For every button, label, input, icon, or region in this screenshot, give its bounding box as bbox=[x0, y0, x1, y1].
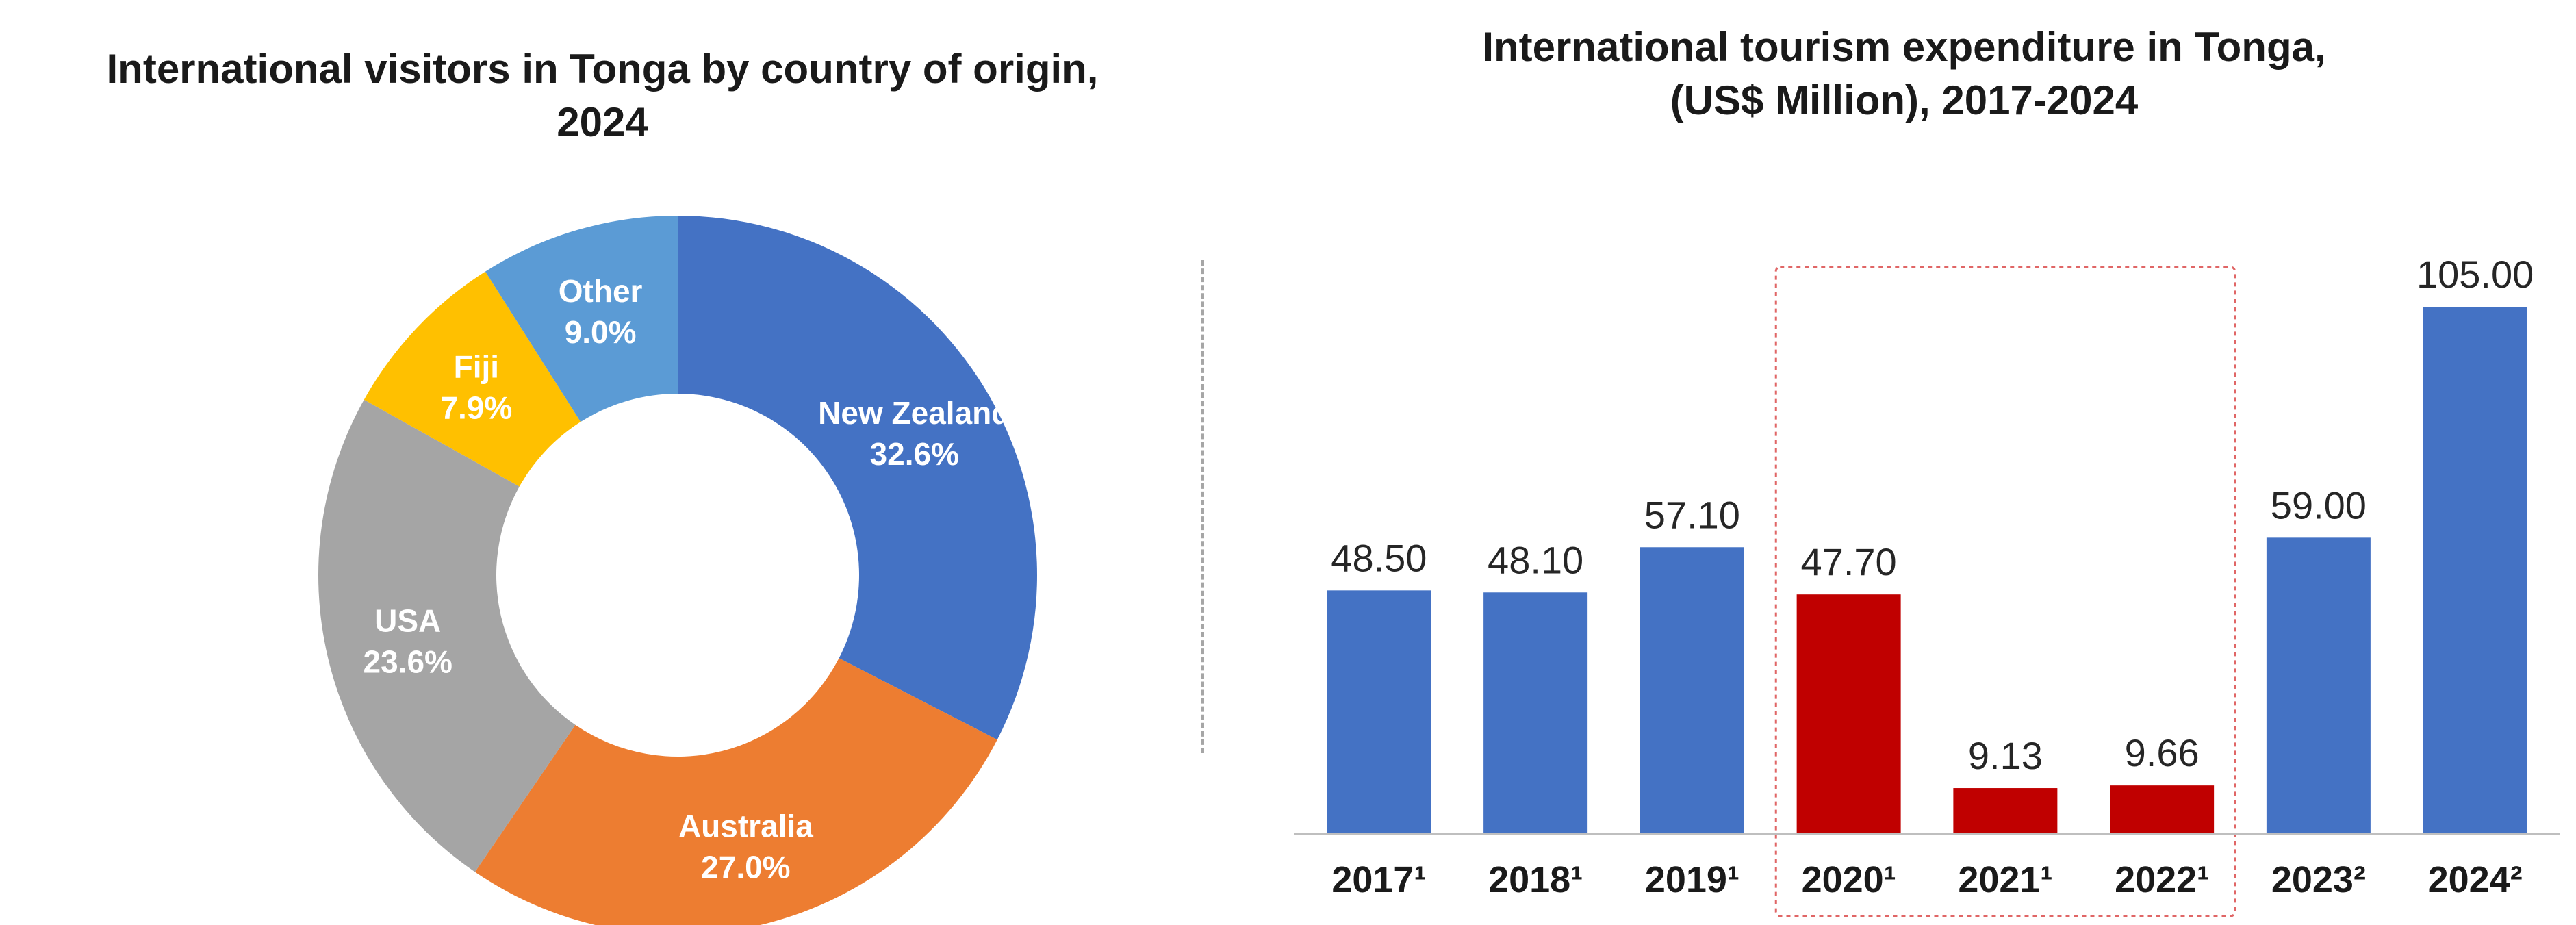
donut-chart-title: International visitors in Tonga by count… bbox=[0, 42, 1205, 149]
category-label-2017: 2017¹ bbox=[1331, 859, 1426, 900]
bar-2023 bbox=[2266, 537, 2371, 834]
category-label-2020: 2020¹ bbox=[1802, 859, 1896, 900]
donut-slice-new-zealand bbox=[678, 216, 1037, 740]
bar-2019 bbox=[1640, 547, 1744, 834]
bar-value-label-2019: 57.10 bbox=[1644, 493, 1740, 536]
donut-value-usa: 23.6% bbox=[364, 644, 452, 680]
bar-2020 bbox=[1796, 594, 1901, 834]
bar-2018 bbox=[1483, 592, 1588, 834]
bar-value-label-2024: 105.00 bbox=[2416, 253, 2534, 296]
bar-2022 bbox=[2110, 785, 2215, 834]
donut-slice-usa bbox=[318, 399, 576, 872]
bar-title-line-1: International tourism expenditure in Ton… bbox=[1482, 24, 2326, 70]
chart-divider bbox=[1201, 260, 1204, 753]
donut-title-line-1: International visitors in Tonga by count… bbox=[106, 46, 1099, 92]
donut-label-australia: Australia bbox=[678, 809, 813, 844]
donut-label-fiji: Fiji bbox=[454, 349, 499, 385]
donut-slice-australia bbox=[474, 658, 997, 925]
donut-slice-fiji bbox=[364, 271, 581, 487]
bar-value-label-2021: 9.13 bbox=[1968, 734, 2043, 777]
donut-title-line-2: 2024 bbox=[557, 99, 648, 145]
donut-label-other: Other bbox=[559, 273, 643, 309]
category-label-2021: 2021¹ bbox=[1958, 859, 2052, 900]
donut-value-fiji: 7.9% bbox=[440, 390, 512, 426]
donut-chart: New Zealand 32.6% Australia 27.0% USA 23.6% Fi… bbox=[318, 216, 1037, 925]
donut-value-other: 9.0% bbox=[565, 314, 637, 350]
bar-value-label-2020: 47.70 bbox=[1801, 540, 1897, 583]
bar-2024 bbox=[2423, 307, 2527, 834]
bar-value-label-2023: 59.00 bbox=[2271, 483, 2367, 527]
donut-slice-other bbox=[485, 216, 678, 422]
category-label-2018: 2018¹ bbox=[1488, 859, 1583, 900]
bar-chart-panel: International tourism expenditure in Ton… bbox=[1232, 0, 2576, 925]
category-label-2019: 2019¹ bbox=[1645, 859, 1739, 900]
bar-value-label-2017: 48.50 bbox=[1331, 536, 1427, 579]
bar-value-label-2022: 9.66 bbox=[2125, 731, 2199, 774]
bar-value-label-2018: 48.10 bbox=[1488, 538, 1583, 581]
category-label-2022: 2022¹ bbox=[2115, 859, 2209, 900]
bar-chart-title: International tourism expenditure in Ton… bbox=[1232, 21, 2576, 127]
donut-chart-panel: International visitors in Tonga by count… bbox=[0, 0, 1205, 925]
donut-value-new-zealand: 32.6% bbox=[870, 436, 959, 472]
category-label-2023: 2023² bbox=[2271, 859, 2366, 900]
donut-label-new-zealand: New Zealand bbox=[818, 395, 1010, 431]
bar-title-line-2: (US$ Million), 2017-2024 bbox=[1670, 77, 2139, 123]
highlight-box bbox=[1774, 266, 2236, 917]
bar-2017 bbox=[1327, 590, 1431, 834]
donut-value-australia: 27.0% bbox=[701, 850, 790, 885]
bar-2021 bbox=[1953, 788, 2058, 834]
bar-chart: 48.50 2017¹ 48.10 2018¹ 57.10 2019¹ 47.70 2020¹… bbox=[1294, 253, 2560, 917]
category-label-2024: 2024² bbox=[2428, 859, 2523, 900]
donut-label-usa: USA bbox=[374, 603, 441, 639]
